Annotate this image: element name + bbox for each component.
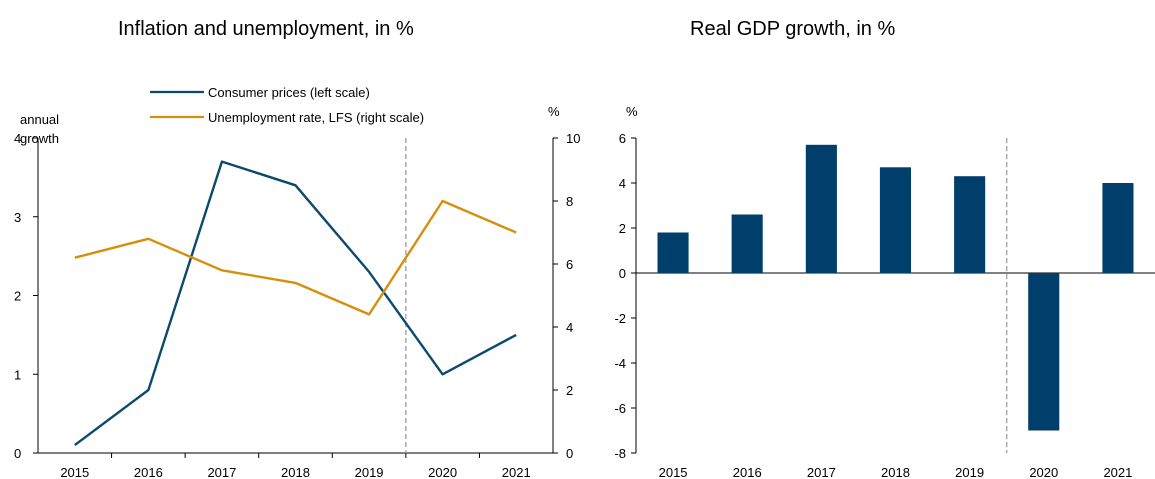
gdp-bar-2015: [657, 232, 689, 273]
inflation-unemployment-chart: annual growth % Consumer prices (left sc…: [14, 85, 580, 479]
right-y-tick-label: 10: [566, 131, 580, 146]
gdp-x-tick-label: 2021: [1103, 465, 1132, 479]
right-y-tick-label: 8: [566, 194, 573, 209]
legend: Consumer prices (left scale) Unemploymen…: [150, 85, 424, 125]
gdp-axis-label: %: [626, 104, 638, 119]
left-y-tick-label: 2: [14, 289, 21, 304]
right-axis-label: %: [548, 104, 560, 119]
gdp-y-tick-label: 2: [619, 221, 626, 236]
right-y-tick-label: 6: [566, 257, 573, 272]
gdp-bar-2021: [1102, 183, 1134, 273]
gdp-bar-2019: [954, 176, 986, 273]
left-chart-title: Inflation and unemployment, in %: [118, 18, 414, 40]
left-y-tick-label: 0: [14, 446, 21, 461]
gdp-y-tick-label: 6: [619, 131, 626, 146]
left-y-tick-label: 4: [14, 131, 21, 146]
right-y-tick-label: 2: [566, 383, 573, 398]
gdp-x-tick-label: 2018: [881, 465, 910, 479]
legend-label-consumer-prices: Consumer prices (left scale): [208, 85, 370, 100]
x-tick-label: 2019: [355, 465, 384, 479]
gdp-y-tick-label: 4: [619, 176, 626, 191]
consumer-prices-line: [74, 160, 517, 447]
gdp-y-tick-label: -2: [614, 311, 626, 326]
gdp-x-tick-label: 2015: [659, 465, 688, 479]
x-tick-label: 2021: [502, 465, 531, 479]
gdp-y-tick-label: -8: [614, 446, 626, 461]
gdp-y-tick-label: 0: [619, 266, 626, 281]
gdp-x-tick-label: 2017: [807, 465, 836, 479]
gdp-bar-2016: [731, 214, 763, 273]
gdp-bar-2017: [805, 144, 837, 274]
left-axis-label-line-1: annual: [20, 112, 59, 127]
gdp-y-tick-label: -4: [614, 356, 626, 371]
gdp-growth-chart: % -8 -6 -4 -2 0 2 4 6 2015 2016 2017 2018 2019 2020 20…: [614, 104, 1155, 479]
gdp-x-tick-label: 2016: [733, 465, 762, 479]
x-tick-label: 2017: [207, 465, 236, 479]
gdp-y-tick-label: -6: [614, 401, 626, 416]
gdp-x-tick-label: 2019: [955, 465, 984, 479]
legend-label-unemployment: Unemployment rate, LFS (right scale): [208, 110, 424, 125]
unemployment-rate-line: [74, 199, 517, 316]
x-tick-label: 2016: [134, 465, 163, 479]
left-y-tick-label: 1: [14, 367, 21, 382]
right-chart-title: Real GDP growth, in %: [690, 18, 896, 40]
gdp-x-tick-label: 2020: [1029, 465, 1058, 479]
x-tick-label: 2020: [428, 465, 457, 479]
x-tick-label: 2015: [60, 465, 89, 479]
gdp-bar-2020: [1028, 273, 1060, 431]
left-axis-label-line-2: growth: [20, 131, 59, 146]
x-tick-label: 2018: [281, 465, 310, 479]
right-y-tick-label: 4: [566, 320, 573, 335]
right-y-tick-label: 0: [566, 446, 573, 461]
gdp-bar-2018: [879, 167, 911, 274]
left-y-tick-label: 3: [14, 210, 21, 225]
